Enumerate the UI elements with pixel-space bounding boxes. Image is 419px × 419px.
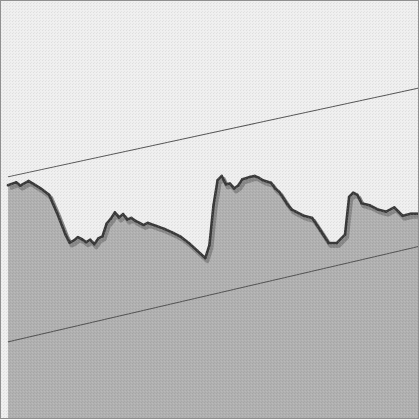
chart-area	[0, 0, 419, 419]
area-chart	[0, 0, 419, 419]
grain-overlay	[0, 0, 419, 419]
